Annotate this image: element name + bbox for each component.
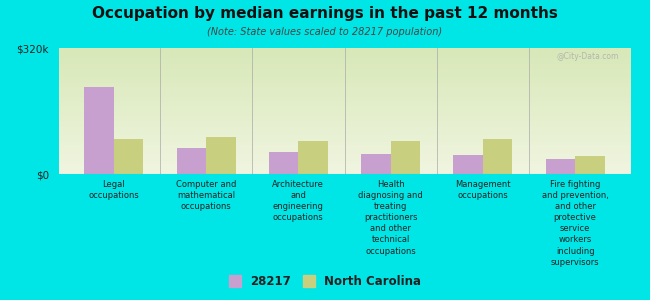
- Bar: [206, 136, 236, 174]
- Text: Occupation by median earnings in the past 12 months: Occupation by median earnings in the pas…: [92, 6, 558, 21]
- Bar: [391, 140, 420, 174]
- Bar: [269, 152, 298, 174]
- Bar: [575, 156, 604, 174]
- Text: Fire fighting
and prevention,
and other
protective
service
workers
including
sup: Fire fighting and prevention, and other …: [541, 180, 608, 267]
- Bar: [453, 155, 483, 174]
- Bar: [84, 87, 114, 174]
- Bar: [177, 148, 206, 174]
- Bar: [545, 159, 575, 174]
- Text: @City-Data.com: @City-Data.com: [556, 52, 619, 61]
- Bar: [114, 139, 144, 174]
- Text: Health
diagnosing and
treating
practitioners
and other
technical
occupations: Health diagnosing and treating practitio…: [358, 180, 423, 256]
- Text: (Note: State values scaled to 28217 population): (Note: State values scaled to 28217 popu…: [207, 27, 443, 37]
- Bar: [298, 140, 328, 174]
- Bar: [483, 139, 512, 174]
- Text: Computer and
mathematical
occupations: Computer and mathematical occupations: [176, 180, 237, 211]
- Text: Management
occupations: Management occupations: [455, 180, 511, 200]
- Legend: 28217, North Carolina: 28217, North Carolina: [226, 271, 424, 291]
- Bar: [361, 154, 391, 174]
- Text: Architecture
and
engineering
occupations: Architecture and engineering occupations: [272, 180, 324, 222]
- Text: Legal
occupations: Legal occupations: [88, 180, 139, 200]
